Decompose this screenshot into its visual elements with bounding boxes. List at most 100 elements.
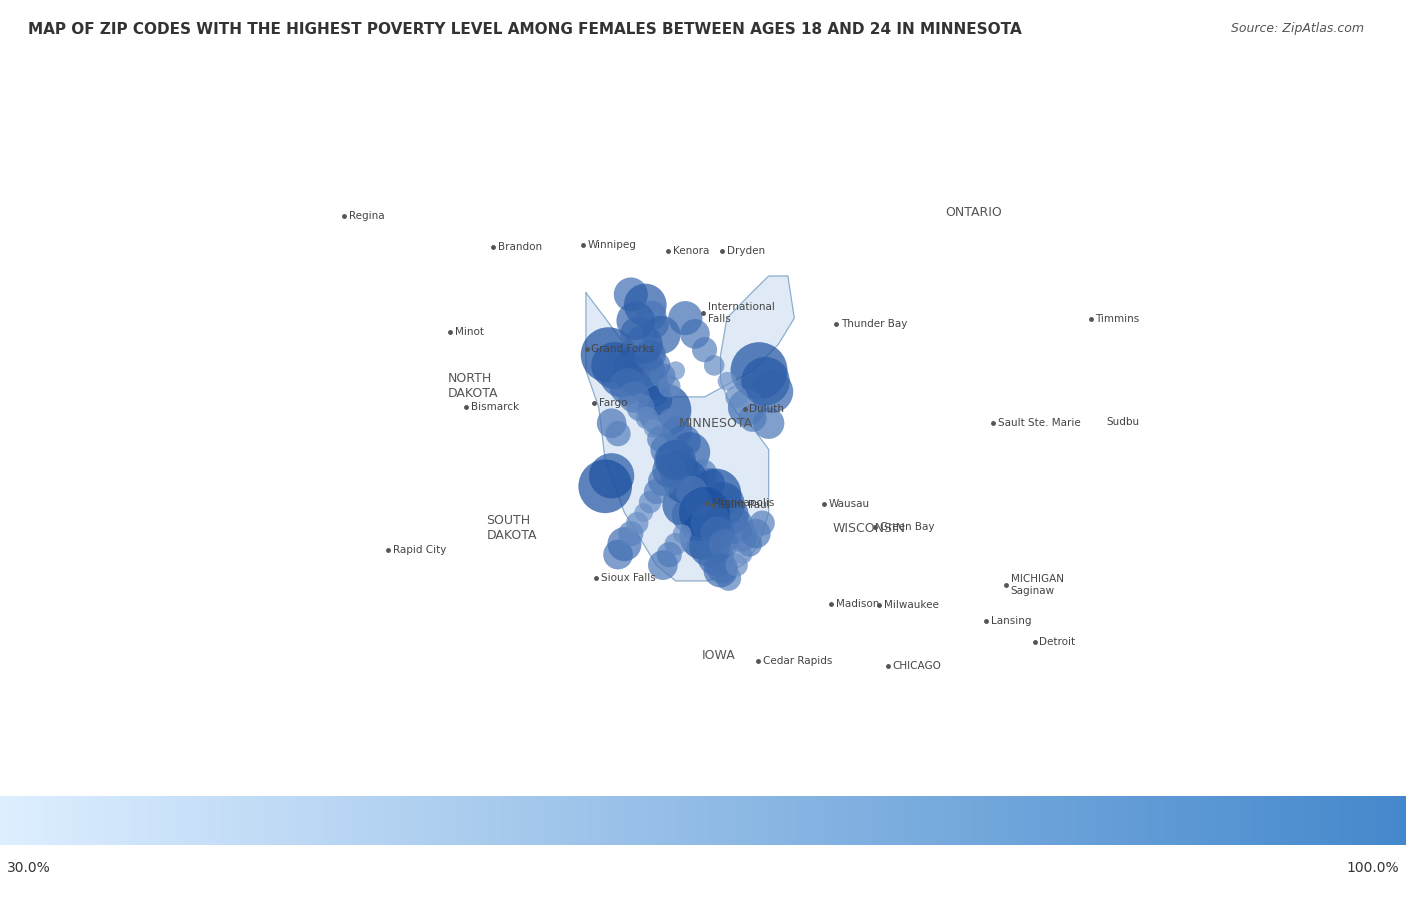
Point bbox=[725, 390, 748, 405]
Point bbox=[640, 308, 662, 323]
Point bbox=[748, 363, 770, 378]
Point bbox=[627, 363, 650, 378]
Text: Minneapolis: Minneapolis bbox=[711, 498, 775, 508]
Text: Bismarck: Bismarck bbox=[471, 402, 519, 412]
Point bbox=[658, 463, 681, 477]
Point bbox=[724, 519, 747, 533]
Text: IOWA: IOWA bbox=[702, 649, 735, 662]
Text: Thunder Bay: Thunder Bay bbox=[841, 319, 907, 329]
Point bbox=[643, 422, 665, 436]
Point bbox=[688, 494, 710, 509]
Point bbox=[685, 519, 707, 533]
Point bbox=[638, 494, 661, 509]
Text: Dryden: Dryden bbox=[727, 245, 765, 256]
Point bbox=[668, 463, 690, 477]
Point bbox=[754, 374, 776, 388]
Point bbox=[761, 385, 783, 399]
Point bbox=[700, 516, 723, 530]
Point bbox=[645, 358, 668, 372]
Point bbox=[654, 403, 676, 417]
Point bbox=[607, 426, 630, 441]
Point bbox=[704, 487, 727, 502]
Text: SOUTH
DAKOTA: SOUTH DAKOTA bbox=[486, 514, 537, 542]
Point bbox=[751, 516, 773, 530]
Point bbox=[634, 298, 657, 312]
Text: MINNESOTA: MINNESOTA bbox=[679, 417, 754, 430]
Point bbox=[640, 382, 662, 396]
Point bbox=[651, 558, 673, 573]
Text: Lansing: Lansing bbox=[991, 617, 1032, 627]
Point bbox=[636, 411, 658, 425]
Text: International
Falls: International Falls bbox=[707, 302, 775, 324]
Point bbox=[741, 411, 763, 425]
Text: 30.0%: 30.0% bbox=[7, 860, 51, 875]
Point bbox=[673, 311, 696, 325]
Point bbox=[758, 416, 780, 431]
Point bbox=[620, 527, 643, 541]
Point bbox=[711, 497, 734, 512]
Text: Cedar Rapids: Cedar Rapids bbox=[763, 655, 832, 666]
Point bbox=[731, 547, 754, 562]
Point bbox=[711, 561, 734, 575]
Point bbox=[661, 453, 683, 467]
Point bbox=[659, 414, 682, 428]
Point bbox=[620, 288, 643, 302]
Text: Winnipeg: Winnipeg bbox=[588, 239, 637, 250]
Point bbox=[735, 400, 758, 414]
Point bbox=[603, 358, 626, 372]
Point bbox=[665, 453, 688, 467]
Text: Milwaukee: Milwaukee bbox=[884, 600, 939, 610]
Point bbox=[600, 468, 623, 483]
Point bbox=[598, 348, 620, 362]
Point bbox=[706, 527, 728, 541]
Text: Duluth: Duluth bbox=[749, 404, 785, 414]
Point bbox=[613, 537, 636, 551]
Point bbox=[671, 527, 693, 541]
Point bbox=[692, 466, 714, 480]
Text: Grand Forks: Grand Forks bbox=[592, 343, 655, 353]
Point bbox=[610, 369, 633, 383]
Point bbox=[626, 516, 648, 530]
Point bbox=[692, 529, 714, 543]
Point bbox=[666, 424, 689, 439]
Point bbox=[699, 539, 721, 554]
Text: Brandon: Brandon bbox=[498, 242, 541, 252]
Text: Fargo: Fargo bbox=[599, 398, 627, 408]
Point bbox=[665, 363, 688, 378]
Point bbox=[645, 485, 668, 499]
Text: ONTARIO: ONTARIO bbox=[945, 207, 1001, 219]
Point bbox=[673, 474, 696, 488]
Text: Wausau: Wausau bbox=[828, 499, 870, 509]
Point bbox=[665, 537, 688, 551]
Point bbox=[725, 558, 748, 573]
Point bbox=[616, 379, 638, 394]
Text: Regina: Regina bbox=[349, 210, 384, 220]
Point bbox=[713, 537, 735, 551]
Point bbox=[703, 358, 725, 372]
Point bbox=[600, 416, 623, 431]
Point bbox=[672, 434, 695, 449]
Point bbox=[679, 508, 702, 522]
Point bbox=[683, 326, 706, 341]
Point bbox=[717, 508, 740, 522]
Point bbox=[658, 547, 681, 562]
Point bbox=[745, 527, 768, 541]
Text: CHICAGO: CHICAGO bbox=[893, 661, 942, 671]
Point bbox=[593, 479, 616, 494]
Point bbox=[717, 571, 740, 585]
Point bbox=[633, 337, 655, 352]
Point bbox=[693, 505, 716, 520]
Text: MICHIGAN
Saginaw: MICHIGAN Saginaw bbox=[1011, 574, 1063, 596]
Point bbox=[638, 348, 661, 362]
Point bbox=[716, 374, 738, 388]
Point bbox=[623, 390, 645, 405]
Text: Rapid City: Rapid City bbox=[394, 546, 447, 556]
Text: Sioux Falls: Sioux Falls bbox=[600, 574, 655, 583]
Point bbox=[679, 445, 702, 459]
Point bbox=[624, 314, 647, 328]
Text: MAP OF ZIP CODES WITH THE HIGHEST POVERTY LEVEL AMONG FEMALES BETWEEN AGES 18 AN: MAP OF ZIP CODES WITH THE HIGHEST POVERT… bbox=[28, 22, 1022, 38]
Point bbox=[626, 326, 648, 341]
Point bbox=[648, 432, 671, 446]
Text: Timmins: Timmins bbox=[1095, 314, 1140, 325]
Text: WISCONSIN: WISCONSIN bbox=[832, 521, 905, 535]
